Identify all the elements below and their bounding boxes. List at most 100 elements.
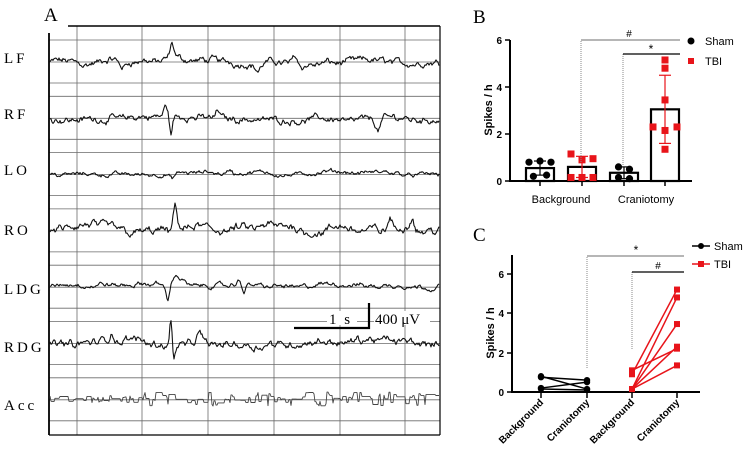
eeg-trace-rdg xyxy=(49,320,440,360)
paired-line-tbi xyxy=(631,323,678,390)
data-point-sham xyxy=(537,385,545,393)
x-category-background: Background xyxy=(532,194,591,206)
data-point-tbi xyxy=(661,96,669,104)
legend-sham-marker xyxy=(698,243,704,249)
data-point-sham xyxy=(543,171,551,179)
scale-time-label: 1 s xyxy=(329,312,352,328)
legend-tbi-label: TBI xyxy=(705,56,722,68)
legend-tbi-marker xyxy=(698,261,704,267)
data-point-sham xyxy=(529,172,538,180)
x-category-tbi-background: Background xyxy=(588,397,637,446)
scale-amp-bg xyxy=(374,311,430,325)
panel-c-label: C xyxy=(473,225,486,246)
paired-line-tbi xyxy=(631,364,678,390)
data-point-sham xyxy=(625,165,634,173)
data-point-sham xyxy=(547,158,555,166)
channel-label-ldg: LDG xyxy=(4,282,44,298)
eeg-traces xyxy=(49,41,440,407)
data-point-tbi xyxy=(589,155,597,163)
paired-line-sham xyxy=(540,388,588,391)
paired-line-sham xyxy=(540,376,588,381)
y-tick-6: 6 xyxy=(496,36,502,47)
data-point-sham xyxy=(583,386,591,394)
data-point-tbi xyxy=(629,371,635,378)
paired-line-tbi xyxy=(631,346,678,390)
significance-star: * xyxy=(634,243,639,257)
x-category-sham-craniotomy: Craniotomy xyxy=(545,397,592,444)
data-point-sham xyxy=(625,175,634,183)
x-category-sham-background: Background xyxy=(497,397,546,446)
panel-c-paired-line-chart: C Spikes / h 0 2 4 6 Background Cranioto… xyxy=(473,225,743,446)
data-point-tbi xyxy=(629,367,635,374)
significance-hash: # xyxy=(626,29,632,40)
legend-sham-marker xyxy=(687,37,695,45)
scale-amp-label: 400 μV xyxy=(375,312,420,328)
legend: Sham TBI xyxy=(687,36,734,68)
paired-line-sham xyxy=(540,381,588,389)
data-point-tbi xyxy=(661,64,669,72)
panel-b-bar-chart: B Spikes / h 0 2 4 6 Background Cranioto… xyxy=(473,7,734,206)
data-point-tbi xyxy=(567,173,575,181)
y-tick-2: 2 xyxy=(496,130,502,141)
paired-lines xyxy=(537,286,680,394)
data-point-tbi xyxy=(674,343,680,350)
significance-hash: # xyxy=(655,261,661,272)
data-point-tbi xyxy=(674,286,680,293)
y-axis-label: Spikes / h xyxy=(485,307,497,359)
data-point-tbi xyxy=(649,123,657,131)
legend-tbi-label: TBI xyxy=(714,259,731,271)
channel-label-lf: LF xyxy=(4,51,28,67)
channel-label-acc: Acc xyxy=(4,398,37,414)
channel-labels: LF RF LO RO LDG RDG Acc xyxy=(4,51,45,414)
x-category-tbi-craniotomy: Craniotomy xyxy=(635,397,682,444)
data-point-sham xyxy=(614,173,623,182)
data-points xyxy=(525,56,681,183)
x-category-craniotomy: Craniotomy xyxy=(618,194,675,206)
data-point-tbi xyxy=(629,386,635,393)
legend-sham-label: Sham xyxy=(714,241,743,253)
data-point-tbi xyxy=(578,173,586,181)
y-tick-0: 0 xyxy=(498,388,504,399)
data-point-tbi xyxy=(578,156,586,164)
paired-line-tbi xyxy=(631,297,678,390)
legend-tbi-marker xyxy=(688,58,694,64)
scale-bar-lines xyxy=(294,303,371,330)
eeg-trace-ro xyxy=(49,202,440,238)
significance-brackets: * # xyxy=(586,243,684,368)
channel-label-rdg: RDG xyxy=(4,340,45,356)
data-point-tbi xyxy=(567,150,575,158)
data-point-sham xyxy=(614,163,623,171)
legend: Sham TBI xyxy=(692,241,743,271)
data-point-tbi xyxy=(661,126,669,134)
data-point-sham xyxy=(583,378,591,386)
data-point-tbi xyxy=(589,173,597,181)
data-point-tbi xyxy=(674,321,680,328)
significance-star: * xyxy=(649,42,654,56)
legend-sham-label: Sham xyxy=(705,36,734,48)
data-point-sham xyxy=(525,158,533,166)
axes xyxy=(507,255,700,398)
y-tick-2: 2 xyxy=(498,349,504,360)
data-point-sham xyxy=(537,374,545,381)
eeg-trace-lo xyxy=(49,167,440,180)
paired-line-tbi xyxy=(631,289,678,375)
data-point-tbi xyxy=(674,294,680,301)
data-point-tbi xyxy=(674,362,680,369)
data-point-sham xyxy=(536,157,544,165)
panel-b-label: B xyxy=(473,7,486,28)
eeg-trace-ldg xyxy=(49,274,440,302)
y-tick-4: 4 xyxy=(498,309,504,320)
eeg-trace-lf xyxy=(49,41,440,73)
channel-label-ro: RO xyxy=(4,223,31,239)
significance-brackets: # * xyxy=(580,29,680,165)
channel-label-lo: LO xyxy=(4,163,30,179)
y-tick-4: 4 xyxy=(496,83,502,94)
panel-a-eeg-traces: A LF RF LO RO LDG RDG Acc 1 s 400 μV xyxy=(4,5,441,436)
data-point-tbi xyxy=(661,56,669,64)
scale-time-bg xyxy=(327,311,357,325)
data-point-tbi xyxy=(673,123,681,131)
data-point-tbi xyxy=(661,145,669,153)
paired-line-tbi xyxy=(631,347,678,372)
eeg-trace-rf xyxy=(50,104,440,136)
